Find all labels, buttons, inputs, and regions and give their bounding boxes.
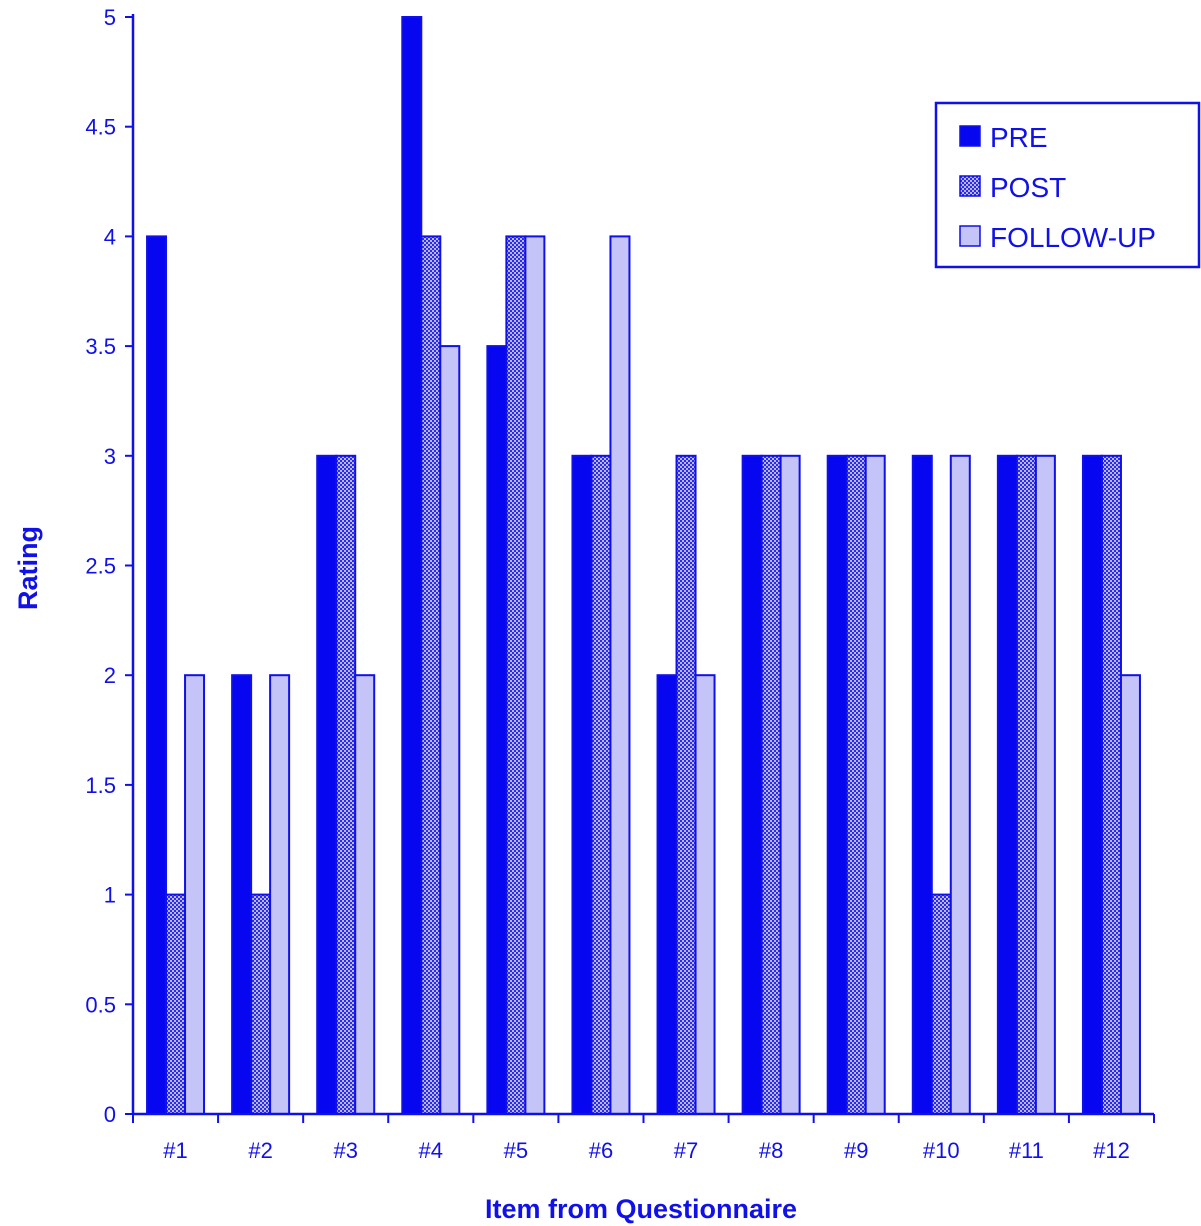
- legend-swatch-pre: [959, 125, 981, 147]
- bar-post-item-3: [335, 454, 357, 1115]
- bar-pre-item-9: [826, 454, 848, 1115]
- bar-pre-item-10: [911, 454, 933, 1115]
- y-tick-label: 4: [104, 224, 116, 249]
- bar-post-item-10: [930, 893, 952, 1115]
- bar-pre-item-11: [996, 454, 1018, 1115]
- bar-pre-item-2: [231, 674, 253, 1115]
- bar-pre-item-8: [741, 454, 763, 1115]
- x-tick-label: #10: [923, 1138, 960, 1163]
- bar-follow-up-item-2: [269, 674, 291, 1115]
- legend-label-follow-up: FOLLOW-UP: [990, 222, 1156, 253]
- legend-swatch-post: [959, 175, 981, 197]
- x-tick-label: #11: [1009, 1138, 1044, 1163]
- x-tick-label: #3: [333, 1138, 357, 1163]
- x-tick-label: #8: [759, 1138, 783, 1163]
- y-axis-title: Rating: [13, 526, 43, 610]
- x-tick-label: #12: [1093, 1138, 1130, 1163]
- bar-follow-up-item-5: [524, 235, 546, 1115]
- bar-follow-up-item-7: [694, 674, 716, 1115]
- bar-follow-up-item-4: [439, 345, 461, 1116]
- bar-follow-up-item-8: [779, 454, 801, 1115]
- x-tick-label: #4: [419, 1138, 443, 1163]
- y-tick-label: 4.5: [85, 115, 116, 140]
- bar-follow-up-item-9: [864, 454, 886, 1115]
- y-tick-label: 3: [104, 444, 116, 469]
- y-tick-label: 0.5: [85, 992, 116, 1017]
- legend-label-pre: PRE: [990, 122, 1048, 153]
- x-tick-label: #5: [504, 1138, 528, 1163]
- bar-follow-up-item-6: [609, 235, 631, 1115]
- y-tick-label: 1.5: [85, 773, 116, 798]
- bar-post-item-2: [250, 893, 272, 1115]
- bar-pre-item-4: [401, 16, 423, 1115]
- bar-post-item-4: [420, 235, 442, 1115]
- bar-post-item-5: [505, 235, 527, 1115]
- x-tick-label: #9: [844, 1138, 868, 1163]
- y-tick-label: 2: [104, 663, 116, 688]
- bar-pre-item-1: [146, 235, 168, 1115]
- bar-pre-item-6: [571, 454, 593, 1115]
- bar-follow-up-item-11: [1034, 454, 1056, 1115]
- bar-follow-up-item-3: [354, 674, 376, 1115]
- legend-swatch-follow-up: [959, 225, 981, 247]
- bar-pre-item-12: [1081, 454, 1103, 1115]
- bar-follow-up-item-12: [1119, 674, 1141, 1115]
- y-tick-label: 3.5: [85, 334, 116, 359]
- bar-post-item-12: [1100, 454, 1122, 1115]
- x-tick-label: #2: [248, 1138, 272, 1163]
- y-tick-label: 1: [104, 883, 116, 908]
- bar-follow-up-item-1: [184, 674, 206, 1115]
- x-tick-label: #7: [674, 1138, 698, 1163]
- bar-post-item-6: [590, 454, 612, 1115]
- y-tick-label: 2.5: [85, 554, 116, 579]
- bars-layer: [146, 16, 1141, 1116]
- bar-follow-up-item-10: [949, 454, 971, 1115]
- ticks-layer: 0 0.5 1 1.5 2 2.5 3 3.5 4 4.5 5 #1 #2 #3 #4 #5 #6 #7 #8 #9 #…: [85, 5, 1155, 1163]
- bar-post-item-8: [760, 454, 782, 1115]
- x-tick-label: #1: [163, 1138, 187, 1163]
- legend-label-post: POST: [990, 172, 1066, 203]
- bar-post-item-9: [845, 454, 867, 1115]
- bar-pre-item-3: [316, 454, 338, 1115]
- x-axis-title: Item from Questionnaire: [485, 1194, 797, 1224]
- bar-post-item-7: [675, 454, 697, 1115]
- y-tick-label: 5: [104, 5, 116, 30]
- y-tick-label: 0: [104, 1102, 116, 1127]
- legend: PRE POST FOLLOW-UP: [934, 101, 1201, 269]
- x-tick-label: #6: [589, 1138, 613, 1163]
- bar-post-item-1: [165, 893, 187, 1115]
- bar-pre-item-5: [486, 345, 508, 1116]
- bar-pre-item-7: [656, 674, 678, 1115]
- bar-post-item-11: [1015, 454, 1037, 1115]
